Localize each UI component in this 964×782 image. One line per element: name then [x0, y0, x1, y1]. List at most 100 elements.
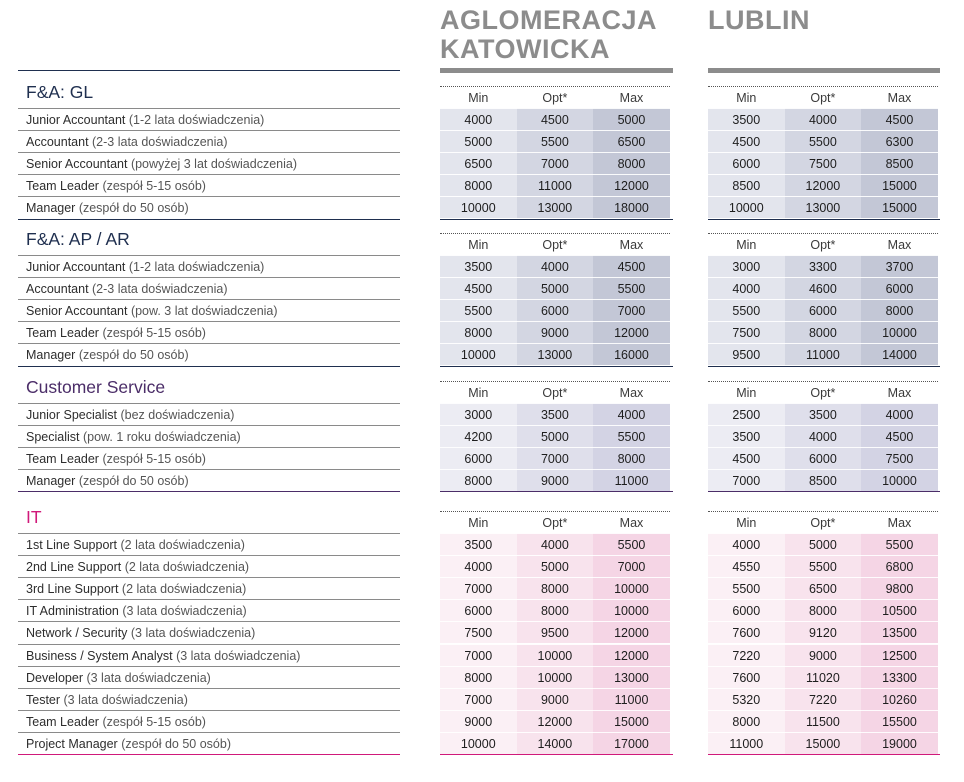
salary-max-lublin: 8000 — [861, 299, 938, 322]
salary-max-katowice: 12000 — [593, 643, 670, 666]
salary-opt-katowice: 9000 — [516, 469, 594, 492]
column-header-opt: Opt* — [810, 386, 836, 400]
salary-min-katowice: 4000 — [440, 555, 517, 578]
salary-cells-katowice: 4000 4500 5000 — [440, 108, 670, 130]
salary-max-katowice: 15000 — [593, 709, 670, 732]
table-row: Senior Accountant (pow. 3 lat doświadcze… — [0, 299, 964, 322]
column-header-opt: Opt* — [810, 91, 836, 105]
salary-max-lublin: 12500 — [861, 643, 938, 666]
salary-min-katowice: 4500 — [440, 277, 517, 300]
salary-max-lublin: 15000 — [861, 174, 938, 197]
salary-cells-lublin: 7000 8500 10000 — [708, 469, 938, 492]
salary-cells-katowice: 6000 8000 10000 — [440, 599, 670, 622]
salary-opt-katowice: 6000 — [516, 299, 594, 322]
role-name: Team Leader — [26, 179, 99, 194]
column-header-max: Max — [619, 386, 644, 400]
section-bottom-rule — [708, 491, 940, 493]
salary-opt-lublin: 6000 — [784, 299, 862, 322]
salary-max-katowice: 16000 — [593, 343, 670, 366]
role-name: Manager — [26, 348, 76, 363]
section-bottom-rule — [708, 754, 940, 755]
salary-opt-lublin: 3500 — [784, 403, 862, 425]
salary-min-katowice: 6500 — [440, 152, 517, 175]
salary-min-lublin: 7600 — [708, 665, 785, 688]
table-row: IT Administration (3 lata doświadczenia)… — [0, 599, 964, 622]
salary-max-katowice: 4500 — [593, 255, 670, 277]
row-label: Junior Accountant (1-2 lata doświadczeni… — [18, 108, 400, 130]
row-label: Specialist (pow. 1 roku doświadczenia) — [18, 425, 400, 447]
salary-opt-lublin: 11020 — [784, 665, 862, 688]
salary-min-katowice: 8000 — [440, 174, 517, 197]
salary-opt-lublin: 15000 — [784, 731, 862, 754]
table-row: Manager (zespół do 50 osób) 10000 13000 160… — [0, 343, 964, 366]
salary-cells-lublin: 8500 12000 15000 — [708, 174, 938, 197]
region-header-katowice-line2: KATOWICKA — [440, 34, 610, 64]
column-header-max: Max — [887, 516, 912, 530]
salary-max-lublin: 10000 — [861, 321, 938, 344]
salary-max-katowice: 7000 — [593, 555, 670, 578]
table-row: Junior Accountant (1-2 lata doświadczeni… — [0, 108, 964, 130]
table-top-rule — [18, 70, 400, 71]
salary-cells-katowice: 5500 6000 7000 — [440, 299, 670, 322]
salary-cells-katowice: 8000 9000 11000 — [440, 469, 670, 492]
salary-max-katowice: 5500 — [593, 533, 670, 555]
salary-cells-lublin: 9500 11000 14000 — [708, 343, 938, 366]
salary-opt-lublin: 7220 — [784, 687, 862, 710]
role-note: (3 lata doświadczenia) — [60, 692, 188, 707]
row-label: 1st Line Support (2 lata doświadczenia) — [18, 533, 400, 555]
table-row: Team Leader (zespół 5-15 osób) 6000 7000 80… — [0, 447, 964, 470]
salary-opt-katowice: 7000 — [516, 152, 594, 175]
role-note: (2 lata doświadczenia) — [121, 560, 250, 575]
row-label: Tester (3 lata doświadczenia) — [18, 687, 400, 710]
role-note: (zespół 5-15 osób) — [98, 179, 206, 194]
salary-cells-katowice: 4200 5000 5500 — [440, 425, 670, 448]
salary-cells-katowice: 7000 10000 12000 — [440, 643, 670, 666]
salary-max-lublin: 6800 — [861, 555, 938, 578]
salary-min-katowice: 8000 — [440, 469, 517, 492]
table-row: 3rd Line Support (2 lata doświadczenia) 7… — [0, 577, 964, 600]
role-name: 2nd Line Support — [26, 560, 122, 575]
role-note: (bez doświadczenia) — [117, 408, 235, 422]
row-label: Team Leader (zespół 5-15 osób) — [18, 447, 400, 469]
table-row: Senior Accountant (powyżej 3 lat doświad… — [0, 152, 964, 175]
salary-opt-lublin: 13000 — [784, 196, 862, 219]
salary-cells-katowice: 10000 13000 16000 — [440, 343, 670, 366]
salary-max-katowice: 10000 — [593, 577, 670, 600]
section-title: F&A: AP / AR — [26, 229, 130, 249]
salary-max-lublin: 13500 — [861, 621, 938, 644]
salary-min-katowice: 8000 — [440, 665, 517, 688]
role-note: (3 lata doświadczenia) — [118, 604, 247, 619]
salary-min-lublin: 4500 — [708, 447, 785, 470]
salary-cells-lublin: 5320 7220 10260 — [708, 687, 938, 710]
salary-opt-katowice: 9000 — [516, 321, 594, 344]
column-header-max: Max — [887, 91, 912, 105]
salary-max-katowice: 6500 — [593, 130, 670, 153]
salary-min-katowice: 6000 — [440, 447, 517, 470]
row-label: Project Manager (zespół do 50 osób) — [18, 731, 400, 754]
role-name: Manager — [26, 201, 76, 216]
salary-cells-katowice: 10000 14000 17000 — [440, 731, 670, 754]
role-note: (3 lata doświadczenia) — [172, 648, 301, 663]
column-header-min: Min — [468, 238, 489, 252]
salary-max-lublin: 15500 — [861, 709, 938, 732]
salary-opt-katowice: 8000 — [516, 577, 594, 600]
salary-cells-katowice: 3000 3500 4000 — [440, 403, 670, 425]
salary-min-katowice: 10000 — [440, 196, 517, 219]
role-name: Junior Accountant — [26, 113, 126, 127]
salary-max-katowice: 11000 — [593, 687, 670, 710]
salary-cells-katowice: 8000 11000 12000 — [440, 174, 670, 197]
salary-cells-katowice: 8000 10000 13000 — [440, 665, 670, 688]
column-header-row-katowice: Min Opt* Max — [440, 511, 670, 534]
role-name: Business / System Analyst — [26, 648, 173, 663]
role-name: Accountant — [26, 135, 89, 150]
role-name: Specialist — [26, 430, 80, 445]
row-label: Team Leader (zespół 5-15 osób) — [18, 174, 400, 196]
salary-opt-katowice: 13000 — [516, 196, 594, 219]
column-header-max: Max — [619, 238, 644, 252]
salary-min-katowice: 5000 — [440, 130, 517, 153]
salary-opt-lublin: 5000 — [784, 533, 862, 555]
column-header-opt: Opt* — [542, 238, 568, 252]
salary-opt-lublin: 8000 — [784, 321, 862, 344]
salary-min-lublin: 10000 — [708, 196, 785, 219]
role-name: 1st Line Support — [26, 538, 118, 552]
